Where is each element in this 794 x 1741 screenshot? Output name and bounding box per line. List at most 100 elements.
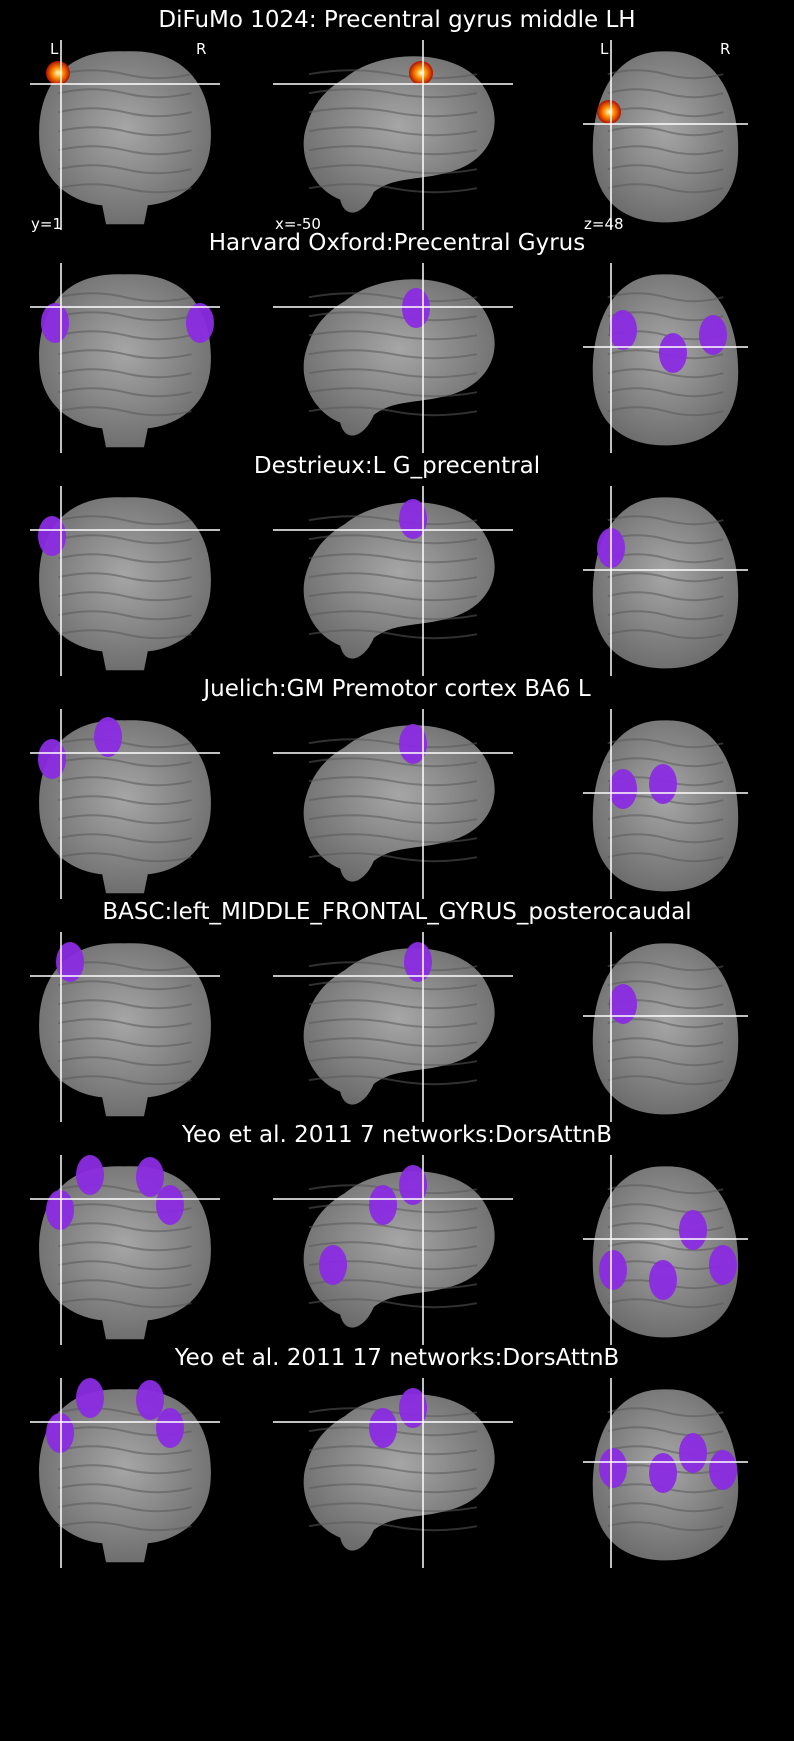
overlay-region xyxy=(76,1155,104,1195)
sulcus-texture xyxy=(607,961,724,972)
sagittal-coord-label: x=-50 xyxy=(275,215,321,233)
overlay-region xyxy=(699,315,727,355)
overlay-region xyxy=(597,100,621,124)
sulcus-texture xyxy=(58,553,192,564)
coronal-view xyxy=(30,40,220,230)
sulcus-texture xyxy=(607,164,724,175)
axial-view xyxy=(583,932,748,1122)
sulcus-texture xyxy=(58,145,192,156)
sulcus-texture xyxy=(58,368,192,379)
atlas-panel: BASC:left_MIDDLE_FRONTAL_GYRUS_posteroca… xyxy=(0,898,794,1122)
sagittal-slice xyxy=(273,263,513,453)
sulcus-texture xyxy=(308,1502,478,1513)
axial-view xyxy=(583,263,748,453)
sulcus-texture xyxy=(607,757,724,768)
sagittal-view xyxy=(273,1378,513,1568)
sulcus-texture xyxy=(58,572,192,583)
overlay-region xyxy=(369,1185,397,1225)
overlay-region xyxy=(136,1157,164,1197)
panel-title: Harvard Oxford:Precentral Gyrus xyxy=(208,230,586,256)
sulcus-texture xyxy=(308,387,478,398)
atlas-panel: Juelich:GM Premotor cortex BA6 L xyxy=(0,675,794,899)
sulcus-texture xyxy=(308,1222,478,1233)
sulcus-texture xyxy=(58,126,192,137)
orientation-left-label: L xyxy=(600,40,609,58)
sulcus-texture xyxy=(607,387,724,398)
atlas-panel: Harvard Oxford:Precentral Gyrus xyxy=(0,229,794,453)
coronal-view xyxy=(30,263,220,453)
overlay-region xyxy=(404,942,432,982)
coronal-slice xyxy=(30,486,220,676)
sulcus-texture xyxy=(607,534,724,545)
sulcus-texture xyxy=(58,534,192,545)
brain-outline xyxy=(303,56,495,213)
sulcus-texture xyxy=(308,738,478,749)
sulcus-texture xyxy=(58,1483,192,1494)
sagittal-slice xyxy=(273,709,513,899)
sulcus-texture xyxy=(607,1521,724,1532)
sulcus-texture xyxy=(58,311,192,322)
overlay-region xyxy=(402,288,430,328)
sulcus-texture xyxy=(308,572,478,583)
sagittal-slice xyxy=(273,1378,513,1568)
sulcus-texture xyxy=(58,757,192,768)
sulcus-texture xyxy=(308,164,478,175)
sulcus-texture xyxy=(607,145,724,156)
sulcus-texture xyxy=(607,852,724,863)
overlay-region xyxy=(649,1453,677,1493)
overlay-region xyxy=(76,1378,104,1418)
sulcus-texture xyxy=(607,1298,724,1309)
coronal-slice xyxy=(30,709,220,899)
sulcus-texture xyxy=(308,368,478,379)
brain-outline xyxy=(303,502,495,659)
axial-view xyxy=(583,709,748,899)
axial-slice xyxy=(583,486,748,676)
atlas-panel: DiFuMo 1024: Precentral gyrus middle LH L… xyxy=(0,6,794,233)
brain-outline xyxy=(303,948,495,1105)
overlay-region xyxy=(609,769,637,809)
axial-view xyxy=(583,1378,748,1568)
sulcus-texture xyxy=(58,1075,192,1086)
coronal-slice xyxy=(30,932,220,1122)
sulcus-texture xyxy=(308,814,478,825)
coronal-slice xyxy=(30,263,220,453)
axial-slice xyxy=(583,1155,748,1345)
coronal-view xyxy=(30,932,220,1122)
sagittal-view xyxy=(273,709,513,899)
brain-outline xyxy=(39,274,211,448)
overlay-region xyxy=(56,942,84,982)
sagittal-slice xyxy=(273,932,513,1122)
sulcus-texture xyxy=(58,999,192,1010)
sulcus-texture xyxy=(58,1018,192,1029)
sulcus-texture xyxy=(607,591,724,602)
overlay-region xyxy=(399,1165,427,1205)
panel-title: DiFuMo 1024: Precentral gyrus middle LH xyxy=(158,7,636,33)
sulcus-texture xyxy=(58,1241,192,1252)
sulcus-texture xyxy=(607,107,724,118)
overlay-region xyxy=(399,499,427,539)
sulcus-texture xyxy=(58,738,192,749)
sulcus-texture xyxy=(58,980,192,991)
sulcus-texture xyxy=(607,629,724,640)
sulcus-texture xyxy=(308,1037,478,1048)
coronal-view xyxy=(30,1155,220,1345)
sulcus-texture xyxy=(58,1521,192,1532)
sulcus-texture xyxy=(308,515,478,526)
sulcus-texture xyxy=(607,1056,724,1067)
sulcus-texture xyxy=(308,69,478,80)
sulcus-texture xyxy=(308,1483,478,1494)
sulcus-texture xyxy=(58,776,192,787)
brain-outline xyxy=(592,1166,739,1338)
sulcus-texture xyxy=(58,107,192,118)
sulcus-texture xyxy=(58,833,192,844)
sulcus-texture xyxy=(58,1445,192,1456)
sulcus-texture xyxy=(607,980,724,991)
brain-outline xyxy=(39,943,211,1117)
brain-outline xyxy=(592,720,739,892)
brain-outline xyxy=(592,943,739,1115)
axial-slice xyxy=(583,932,748,1122)
sulcus-texture xyxy=(308,999,478,1010)
sulcus-texture xyxy=(607,88,724,99)
sulcus-texture xyxy=(308,852,478,863)
sulcus-texture xyxy=(58,1279,192,1290)
